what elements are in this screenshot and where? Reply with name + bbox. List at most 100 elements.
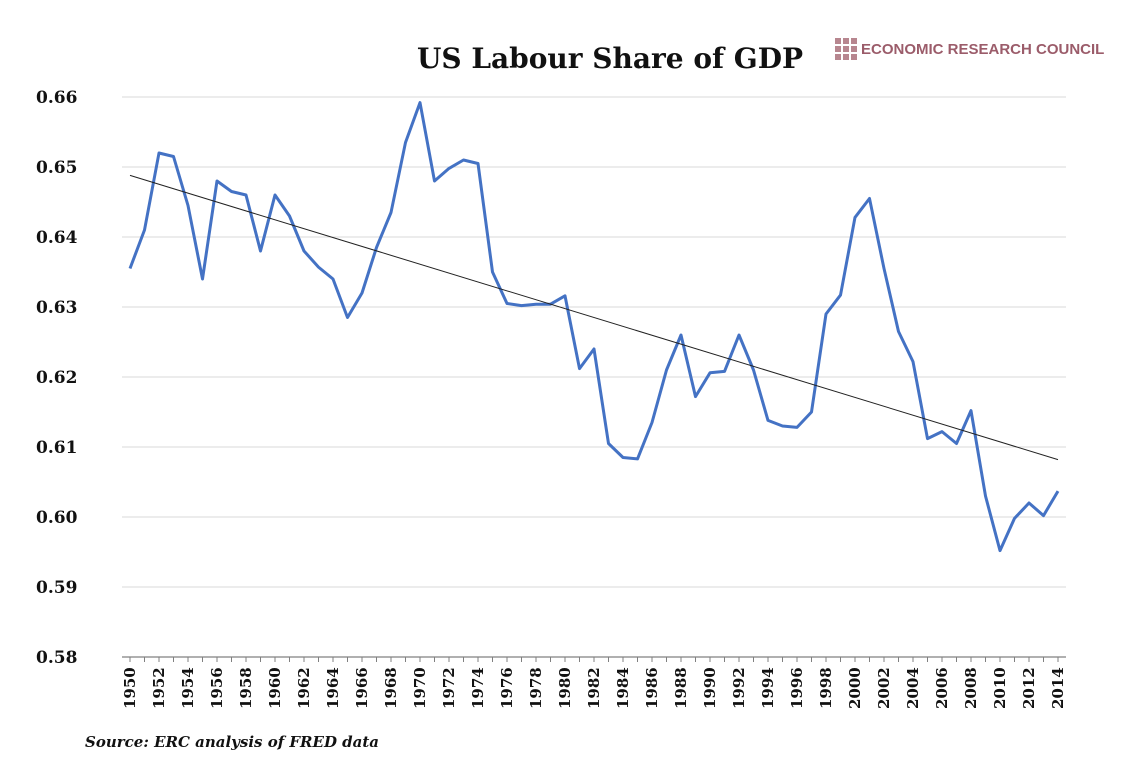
data-point-1988 <box>680 334 683 337</box>
x-tick-1950: 1950 <box>121 667 139 709</box>
gridlines <box>122 96 1066 588</box>
x-tick-1972: 1972 <box>440 667 458 709</box>
x-tick-1962: 1962 <box>295 667 313 709</box>
data-point-1961 <box>288 215 291 218</box>
data-point-2007 <box>955 442 958 445</box>
x-tick-1974: 1974 <box>469 667 487 709</box>
data-point-2013 <box>1042 514 1045 517</box>
data-point-1986 <box>651 421 654 424</box>
data-point-1958 <box>245 194 248 197</box>
data-point-1972 <box>448 167 451 170</box>
data-point-1971 <box>433 180 436 183</box>
data-point-1991 <box>723 370 726 373</box>
y-tick-0.66: 0.66 <box>36 88 77 108</box>
y-tick-0.59: 0.59 <box>36 578 77 598</box>
data-point-1983 <box>607 442 610 445</box>
x-tick-1978: 1978 <box>527 667 545 709</box>
erc-logo: ECONOMIC RESEARCH COUNCIL <box>835 38 1104 60</box>
x-tick-1998: 1998 <box>817 667 835 709</box>
data-point-2000 <box>854 216 857 219</box>
data-point-2003 <box>897 330 900 333</box>
x-tick-1960: 1960 <box>266 667 284 709</box>
data-point-1999 <box>839 294 842 297</box>
x-tick-1970: 1970 <box>411 667 429 709</box>
y-tick-0.60: 0.60 <box>36 508 78 528</box>
data-point-2011 <box>1013 517 1016 520</box>
x-tick-1982: 1982 <box>585 667 603 709</box>
x-tick-1996: 1996 <box>788 667 806 709</box>
x-tick-1990: 1990 <box>701 667 719 709</box>
x-tick-2014: 2014 <box>1049 667 1067 709</box>
y-tick-labels: 0.66 0.65 0.64 0.63 0.62 0.61 0.60 0.59 0.58 <box>36 88 78 668</box>
x-tick-1976: 1976 <box>498 667 516 709</box>
data-point-1951 <box>143 229 146 232</box>
x-tick-1952: 1952 <box>150 667 168 709</box>
data-point-1993 <box>752 369 755 372</box>
data-point-2012 <box>1028 502 1031 505</box>
data-point-2009 <box>984 495 987 498</box>
data-point-1957 <box>230 190 233 193</box>
data-point-1995 <box>781 425 784 428</box>
data-point-1992 <box>738 334 741 337</box>
data-point-1959 <box>259 250 262 253</box>
x-tick-2010: 2010 <box>991 667 1009 709</box>
x-tick-1968: 1968 <box>382 667 400 709</box>
y-tick-0.64: 0.64 <box>36 228 78 248</box>
series-line-labour-share <box>128 101 1060 553</box>
trend-line <box>129 174 1059 461</box>
y-tick-0.65: 0.65 <box>36 158 77 178</box>
source-note: Source: ERC analysis of FRED data <box>85 733 380 751</box>
data-point-2006 <box>941 430 944 433</box>
x-tick-1986: 1986 <box>643 667 661 709</box>
x-tick-2006: 2006 <box>933 667 951 709</box>
data-point-2005 <box>926 437 929 440</box>
y-tick-0.62: 0.62 <box>36 368 77 388</box>
x-tick-1966: 1966 <box>353 667 371 709</box>
logo-grid-icon <box>835 38 857 60</box>
x-tick-2012: 2012 <box>1020 667 1038 709</box>
x-tick-1988: 1988 <box>672 667 690 709</box>
chart-title: US Labour Share of GDP <box>416 42 804 75</box>
data-point-1977 <box>520 304 523 307</box>
x-tick-1956: 1956 <box>208 667 226 709</box>
data-point-2008 <box>970 409 973 412</box>
axes <box>122 656 1066 662</box>
data-point-1980 <box>564 294 567 297</box>
data-point-1981 <box>578 367 581 370</box>
x-tick-1964: 1964 <box>324 667 342 709</box>
data-point-1960 <box>274 194 277 197</box>
data-point-2010 <box>999 549 1002 552</box>
data-point-1955 <box>201 278 204 281</box>
data-point-1973 <box>462 159 465 162</box>
data-point-1984 <box>622 456 625 459</box>
data-point-1985 <box>636 457 639 460</box>
y-tick-0.58: 0.58 <box>36 648 77 668</box>
data-point-2001 <box>868 197 871 200</box>
data-point-1997 <box>810 411 813 414</box>
data-point-1967 <box>375 246 378 249</box>
data-point-1969 <box>404 141 407 144</box>
x-tick-1954: 1954 <box>179 667 197 709</box>
x-tick-1992: 1992 <box>730 667 748 709</box>
data-point-1950 <box>129 267 132 270</box>
data-point-1964 <box>332 278 335 281</box>
data-point-1952 <box>158 152 161 155</box>
data-point-1990 <box>709 371 712 374</box>
x-tick-1984: 1984 <box>614 667 632 709</box>
data-point-1994 <box>767 419 770 422</box>
data-point-2002 <box>883 267 886 270</box>
data-point-1968 <box>390 211 393 214</box>
data-point-2014 <box>1057 490 1060 493</box>
data-point-1978 <box>535 303 538 306</box>
y-tick-0.61: 0.61 <box>36 438 77 458</box>
data-point-2004 <box>912 360 915 363</box>
data-point-1998 <box>825 313 828 316</box>
data-point-1987 <box>665 369 668 372</box>
data-point-1975 <box>491 271 494 274</box>
series-lines <box>128 101 1060 553</box>
x-tick-2002: 2002 <box>875 667 893 709</box>
data-point-1953 <box>172 155 175 158</box>
data-point-1996 <box>796 426 799 429</box>
x-tick-1958: 1958 <box>237 667 255 709</box>
